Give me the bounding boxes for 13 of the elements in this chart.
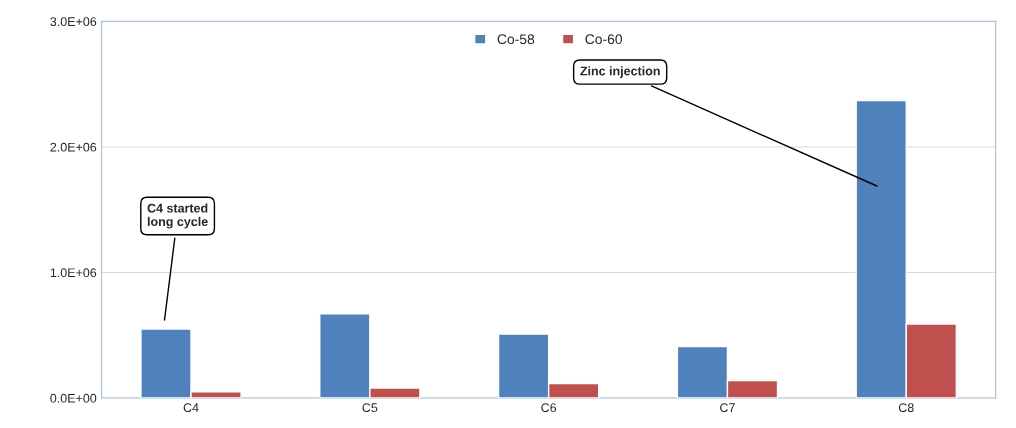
- annotation: Zinc injection: [580, 66, 660, 78]
- y-tick-label: 1.0E+06: [50, 268, 97, 278]
- y-tick-label: 0.0E+00: [50, 393, 97, 403]
- annotation: C4 started long cycle: [147, 203, 208, 229]
- x-tick-label: C4: [183, 403, 199, 413]
- y-tick-label: 3.0E+06: [50, 17, 97, 27]
- y-tick-label: 2.0E+06: [50, 142, 97, 152]
- x-tick-label: C5: [362, 403, 378, 413]
- x-tick-label: C8: [898, 403, 914, 413]
- x-tick-label: C7: [720, 403, 735, 413]
- legend-label: Co-60: [585, 34, 623, 45]
- x-tick-label: C6: [541, 403, 557, 413]
- legend-label: Co-58: [497, 34, 535, 45]
